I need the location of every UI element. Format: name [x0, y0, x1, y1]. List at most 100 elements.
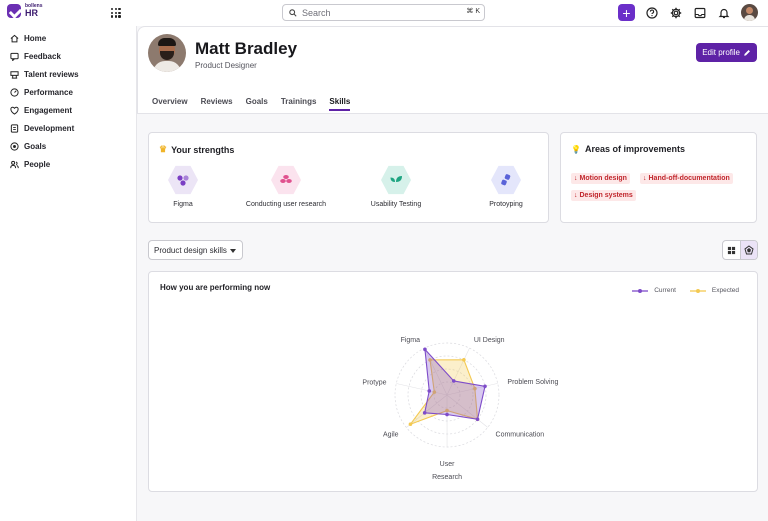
strength-label: Conducting user research: [245, 201, 327, 208]
sidebar-item-label: Development: [24, 123, 75, 133]
logo-small-text: bollens: [25, 3, 43, 9]
sidebar-item-label: Engagement: [24, 105, 73, 115]
radar-point-expected: [408, 422, 413, 427]
apps-icon[interactable]: [111, 8, 121, 18]
goals-icon: [10, 141, 19, 151]
arrow-down-icon: ↓: [574, 175, 578, 182]
radar-axis-label: Problem Solving: [507, 379, 558, 386]
radar-point-current: [483, 384, 487, 389]
inbox-icon[interactable]: [693, 6, 707, 20]
people-icon: [10, 160, 19, 168]
sidebar-item-engagement[interactable]: Engagement: [10, 104, 72, 116]
radar-spoke: [406, 394, 448, 428]
performance-title: How you are performing now: [160, 283, 271, 292]
sidebar-item-label: Feedback: [24, 51, 61, 61]
radar-view-button[interactable]: [739, 241, 757, 259]
improvement-chip: ↓ Hand-off-documentation: [640, 173, 733, 184]
sidebar-item-feedback[interactable]: Feedback: [10, 50, 61, 62]
strength-item-usability-testing: Usability Testing: [346, 165, 446, 208]
sidebar-item-label: Goals: [24, 141, 47, 151]
skill-category-select[interactable]: Product design skills: [148, 240, 243, 260]
sidebar-item-development[interactable]: Development: [10, 122, 74, 134]
radar-icon: [744, 245, 754, 255]
radar-axis-label: Communication: [496, 432, 545, 439]
strengths-title: ♛ Your strengths: [159, 144, 234, 155]
performance-icon: [10, 87, 19, 97]
edit-profile-label: Edit profile: [702, 48, 740, 57]
profile-tabs: Overview Reviews Goals Trainings Skills: [152, 97, 363, 111]
search-shortcut: ⌘ K: [466, 8, 480, 15]
tab-goals[interactable]: Goals: [245, 97, 268, 106]
feedback-icon: [10, 52, 19, 61]
usability-skill-icon: [381, 165, 411, 195]
radar-spoke: [396, 383, 448, 396]
radar-axis-label: UI Design: [474, 337, 505, 344]
strength-item-user-research: Conducting user research: [236, 165, 336, 208]
tab-overview[interactable]: Overview: [152, 97, 188, 106]
app-logo[interactable]: bollens HR: [7, 4, 43, 18]
profile-name: Matt Bradley: [195, 39, 298, 58]
development-icon: [10, 123, 19, 133]
radar-point-current: [451, 379, 456, 383]
tab-trainings[interactable]: Trainings: [280, 97, 317, 106]
edit-profile-button[interactable]: Edit profile: [696, 43, 757, 62]
radar-point-expected: [445, 408, 449, 413]
radar-point-current: [423, 347, 427, 352]
skill-category-value: Product design skills: [154, 245, 227, 255]
sidebar-item-people[interactable]: People: [10, 158, 50, 170]
improvement-chip: ↓ Design systems: [571, 190, 636, 201]
improvement-chip-label: Motion design: [579, 175, 627, 182]
legend-label: Expected: [711, 287, 739, 294]
sidebar-item-home[interactable]: Home: [10, 32, 46, 44]
search-input[interactable]: Search ⌘ K: [282, 4, 485, 21]
tab-reviews[interactable]: Reviews: [200, 97, 233, 106]
improvement-chip-label: Hand-off-documentation: [648, 175, 730, 182]
radar-point-expected: [432, 390, 437, 394]
radar-series-current: [423, 347, 486, 420]
improvement-chip: ↓ Motion design: [571, 173, 630, 184]
radar-spoke: [446, 394, 488, 428]
sidebar-item-talent-reviews[interactable]: Talent reviews: [10, 68, 79, 80]
profile-header: Matt Bradley Product Designer Edit profi…: [137, 26, 768, 114]
strengths-title-text: Your strengths: [171, 144, 235, 155]
radar-spoke: [424, 348, 448, 396]
radar-point-current: [475, 417, 480, 422]
logo-big-text: HR: [25, 8, 38, 18]
search-icon: [289, 8, 297, 17]
sidebar-item-performance[interactable]: Performance: [10, 86, 73, 98]
avatar[interactable]: [741, 4, 758, 21]
chart-legend: Current Expected: [632, 287, 739, 294]
radar-axis-label: Protype: [362, 379, 386, 386]
pencil-icon: [744, 49, 750, 56]
radar-spoke: [446, 383, 498, 396]
research-skill-icon: [271, 165, 301, 195]
bell-icon[interactable]: [717, 6, 731, 20]
grid-view-button[interactable]: [723, 241, 740, 259]
strengths-card: ♛ Your strengths Figma Conducting user r…: [148, 132, 549, 223]
add-button[interactable]: +: [618, 4, 635, 21]
legend-item-expected: Expected: [689, 287, 739, 294]
sidebar-item-goals[interactable]: Goals: [10, 140, 46, 152]
radar-point-expected: [473, 386, 477, 391]
strength-label: Usability Testing: [370, 201, 422, 208]
legend-item-current: Current: [632, 287, 676, 294]
radar-spoke: [446, 347, 470, 396]
arrow-down-icon: ↓: [643, 175, 647, 182]
radar-axis-label: User: [440, 461, 455, 468]
home-icon: [10, 34, 19, 42]
plus-icon: +: [622, 4, 631, 21]
top-bar: bollens HR Search ⌘ K +: [0, 0, 768, 26]
strength-item-figma: Figma: [133, 165, 233, 208]
sidebar-item-label: Talent reviews: [24, 69, 79, 79]
sidebar-item-label: Performance: [24, 87, 73, 97]
radar-chart: Figma UI Design Problem Solving Communicati…: [362, 337, 558, 481]
help-icon[interactable]: [645, 6, 659, 20]
arrow-down-icon: ↓: [574, 192, 578, 199]
improvements-card: 💡 Areas of improvements ↓ Motion design …: [560, 132, 757, 223]
profile-role: Product Designer: [195, 61, 257, 70]
tab-skills[interactable]: Skills: [329, 97, 350, 111]
radar-axis-label: Research: [432, 474, 462, 481]
improvements-title-text: Areas of improvements: [584, 144, 686, 154]
radar-point-current: [445, 412, 449, 417]
gear-icon[interactable]: [669, 6, 683, 20]
